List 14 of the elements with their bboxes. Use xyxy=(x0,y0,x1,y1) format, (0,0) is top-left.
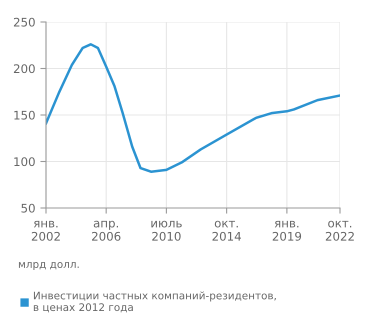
line-series xyxy=(46,43,340,173)
y-tick-label: 150 xyxy=(14,110,35,120)
y-tick-label: 200 xyxy=(14,64,35,74)
x-tick-label: апр. 2006 xyxy=(92,220,120,241)
y-tick-label: 250 xyxy=(14,18,35,27)
legend-label: Инвестиции частных компаний-резидентов, в ценах 2012 года xyxy=(34,291,276,312)
x-tick-label: окт. 2022 xyxy=(326,220,354,241)
y-axis-title: млрд долл. xyxy=(18,262,79,270)
x-tick-label: янв. 2002 xyxy=(32,220,60,241)
x-tick-label: июль 2010 xyxy=(151,220,182,241)
x-tick-label: окт. 2014 xyxy=(212,220,241,241)
y-tick-label: 50 xyxy=(21,204,35,213)
x-tick-label: янв. 2019 xyxy=(272,220,302,241)
y-tick-label: 100 xyxy=(14,157,35,166)
